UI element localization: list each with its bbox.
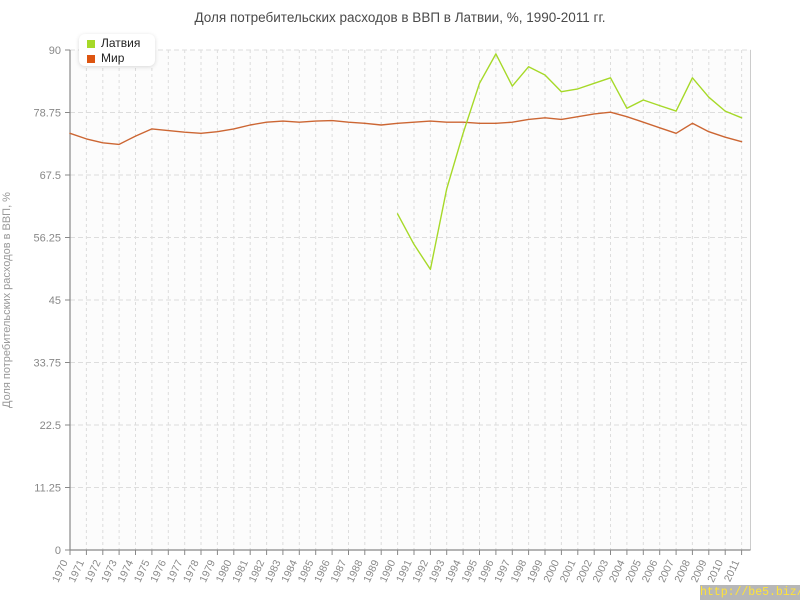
svg-text:67.5: 67.5: [40, 170, 61, 182]
svg-text:0: 0: [55, 545, 61, 557]
svg-text:11.25: 11.25: [34, 483, 61, 495]
svg-text:90: 90: [49, 45, 61, 57]
svg-text:45: 45: [49, 295, 61, 307]
svg-text:2011: 2011: [722, 558, 742, 584]
svg-text:22.5: 22.5: [40, 420, 61, 432]
svg-text:56.25: 56.25: [33, 233, 61, 245]
svg-text:78.75: 78.75: [33, 108, 61, 120]
svg-text:2010: 2010: [705, 558, 726, 584]
svg-text:33.75: 33.75: [33, 358, 61, 370]
